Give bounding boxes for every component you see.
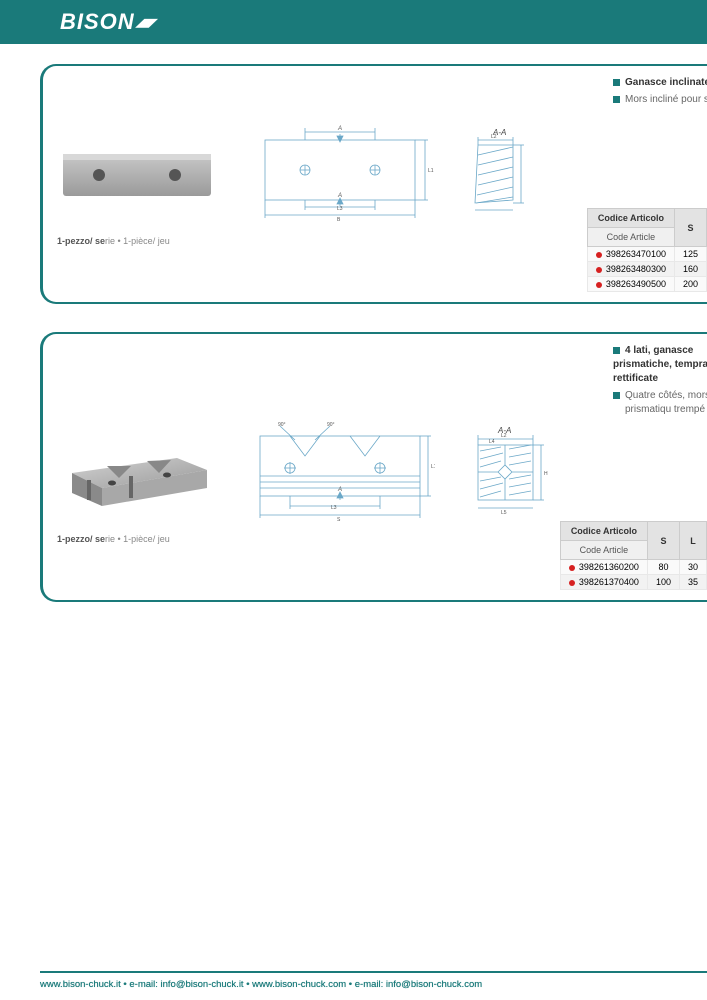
th-s: S <box>674 209 706 247</box>
svg-text:L1: L1 <box>428 168 434 174</box>
desc-it-2: 4 lati, ganasce prismatiche, temprate e … <box>613 344 707 386</box>
desc-it-text: 4 lati, ganasce prismatiche, temprate e … <box>613 345 707 384</box>
svg-text:L3: L3 <box>331 505 337 511</box>
cell-code: 398263480300 <box>606 264 666 274</box>
spec-table-2: Codice Articolo S L Code Article 3982613… <box>560 521 707 590</box>
spec-table-1: Codice Articolo S Code Article 398263470… <box>587 208 707 292</box>
svg-text:L1: L1 <box>431 464 435 470</box>
status-dot-icon <box>596 252 602 258</box>
svg-text:B: B <box>337 217 341 223</box>
th-code-fr: Code Article <box>560 541 647 560</box>
section-drawing-2: A-A <box>463 423 543 523</box>
brand-text: BISON <box>60 9 135 34</box>
svg-text:L2: L2 <box>491 134 497 140</box>
table-row: 398261370400 10035 <box>560 575 706 590</box>
tech-drawing-2: 90° 90° A L3 S L1 <box>245 418 435 528</box>
desc-fr-text: Quatre côtés, mors prismatiqu trempé et … <box>625 390 707 415</box>
status-dot-icon <box>569 565 575 571</box>
product-card-1: Ganasce inclinate per serrag Mors inclin… <box>40 64 707 304</box>
desc-it-text: Ganasce inclinate per serrag <box>625 77 707 88</box>
table-row: 398261360200 8030 <box>560 560 706 575</box>
status-dot-icon <box>596 282 602 288</box>
svg-text:L2: L2 <box>501 433 507 439</box>
desc-it-1: Ganasce inclinate per serrag <box>613 76 707 90</box>
desc-fr-text: Mors incliné pour serrage hor <box>625 94 707 105</box>
svg-text:A: A <box>337 193 342 199</box>
descriptions-2: 4 lati, ganasce prismatiche, temprate e … <box>613 344 707 420</box>
footer-bold: 1-pezzo/ se <box>57 534 105 544</box>
cell-s: 80 <box>647 560 679 575</box>
bullet-icon <box>613 96 620 103</box>
cell-l: 30 <box>679 560 706 575</box>
page-container: Ganasce inclinate per serrag Mors inclin… <box>0 44 707 602</box>
svg-text:90°: 90° <box>278 422 286 428</box>
cell-s: 100 <box>647 575 679 590</box>
table-row: 398263480300 160 <box>587 262 706 277</box>
cell-code: 398261370400 <box>579 577 639 587</box>
descriptions-1: Ganasce inclinate per serrag Mors inclin… <box>613 76 707 110</box>
svg-text:S: S <box>337 517 341 523</box>
svg-text:L4: L4 <box>489 439 495 445</box>
svg-text:A: A <box>337 126 342 132</box>
cell-s: 160 <box>674 262 706 277</box>
product-card-2: 4 lati, ganasce prismatiche, temprate e … <box>40 332 707 602</box>
footer-rest: rie • 1-pièce/ jeu <box>105 236 170 246</box>
footer-bold: 1-pezzo/ se <box>57 236 105 246</box>
table-row: 398263470100 125 <box>587 247 706 262</box>
th-code-it: Codice Articolo <box>560 522 647 541</box>
table-wrap-2: Codice Articolo S L Code Article 3982613… <box>560 521 707 590</box>
svg-text:L5: L5 <box>501 510 507 516</box>
page-footer: www.bison-chuck.it • e-mail: info@bison-… <box>40 971 707 990</box>
section-drawing-1: A-A L2 <box>463 125 543 225</box>
cell-code: 398263490500 <box>606 279 666 289</box>
desc-fr-2: Quatre côtés, mors prismatiqu trempé et … <box>613 389 707 417</box>
th-code-it: Codice Articolo <box>587 209 674 228</box>
cell-s: 200 <box>674 277 706 292</box>
header-bar: BISON▰ <box>0 0 707 44</box>
footer-rest: rie • 1-pièce/ jeu <box>105 534 170 544</box>
svg-text:A: A <box>337 487 342 493</box>
product-photo-2 <box>57 428 217 518</box>
product-photo-1 <box>57 140 217 210</box>
brand-logo: BISON▰ <box>60 9 155 35</box>
desc-fr-1: Mors incliné pour serrage hor <box>613 93 707 107</box>
tech-drawing-1: A A L3 B L1 <box>245 120 435 230</box>
footer-text: www.bison-chuck.it • e-mail: info@bison-… <box>40 979 482 990</box>
status-dot-icon <box>569 580 575 586</box>
svg-text:90°: 90° <box>327 422 335 428</box>
bullet-icon <box>613 347 620 354</box>
bullet-icon <box>613 392 620 399</box>
cell-code: 398263470100 <box>606 249 666 259</box>
th-code-fr: Code Article <box>587 228 674 247</box>
cell-code: 398261360200 <box>579 562 639 572</box>
content-row-2: 90° 90° A L3 S L1 A-A <box>57 348 707 528</box>
cell-l: 35 <box>679 575 706 590</box>
bullet-icon <box>613 79 620 86</box>
svg-text:H: H <box>544 471 548 477</box>
table-wrap-1: Codice Articolo S Code Article 398263470… <box>587 208 707 292</box>
status-dot-icon <box>596 267 602 273</box>
th-s: S <box>647 522 679 560</box>
table-row: 398263490500 200 <box>587 277 706 292</box>
svg-text:L3: L3 <box>337 206 343 212</box>
cell-s: 125 <box>674 247 706 262</box>
th-l: L <box>679 522 706 560</box>
